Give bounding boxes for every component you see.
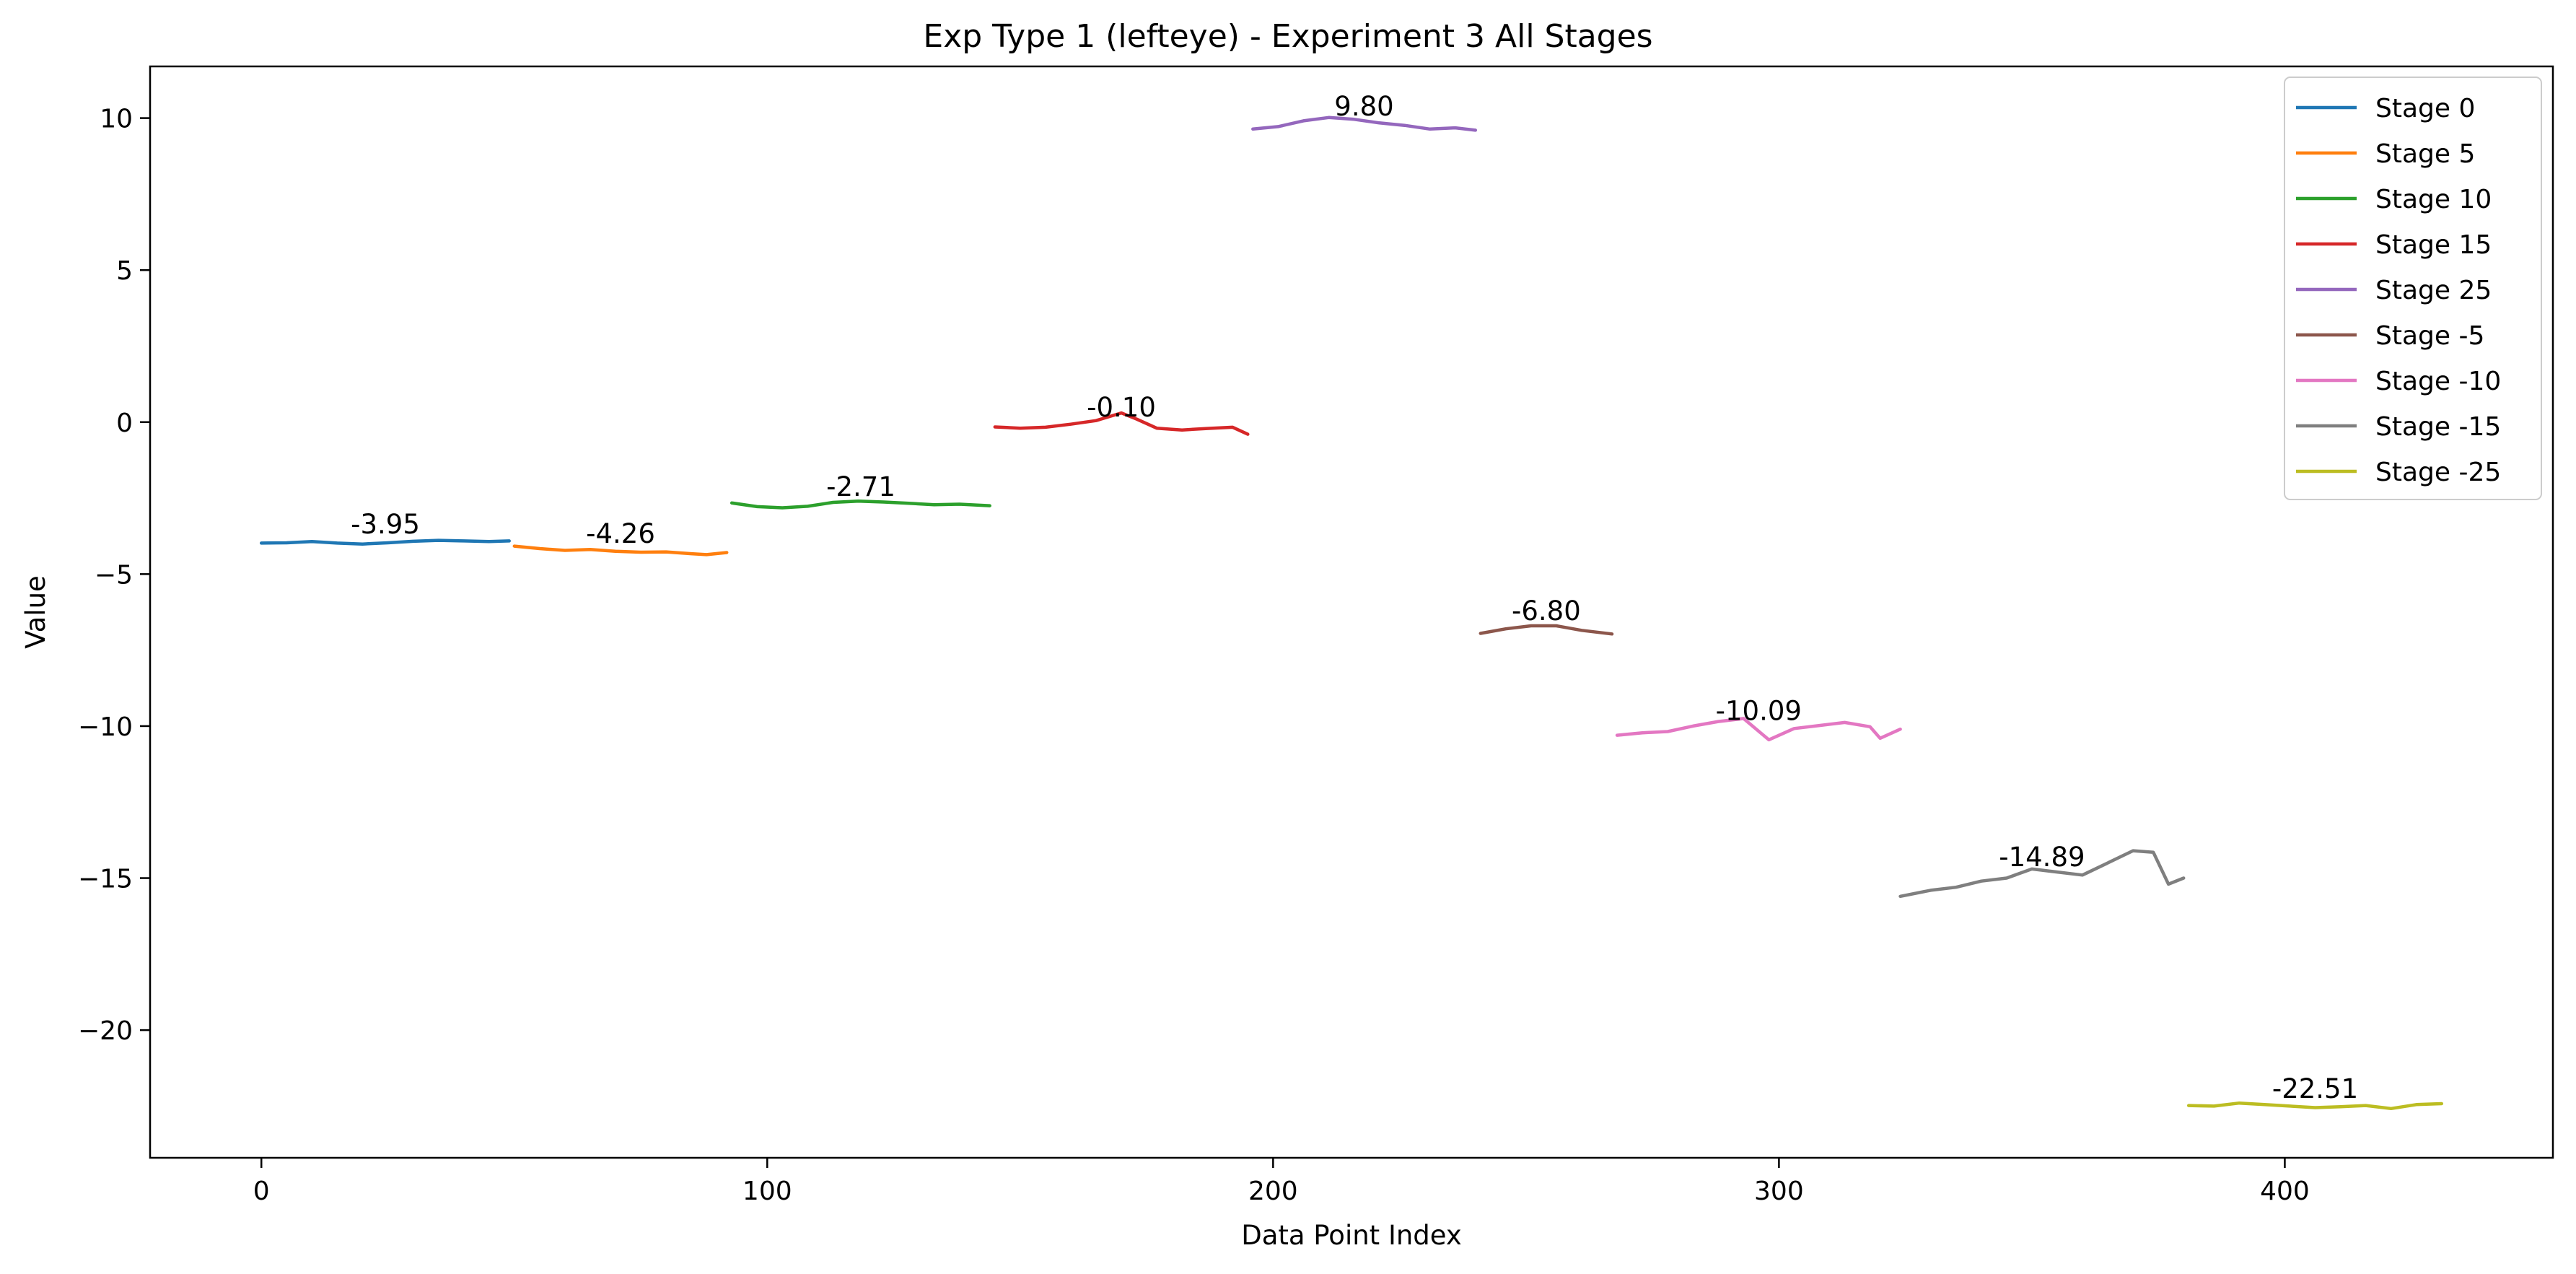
x-tick-label-0: 0: [253, 1177, 270, 1206]
series-line-0: [259, 538, 511, 546]
plot-area: -3.95 -4.26 -2.71 -0.10 9.80 -6.80 -10.09 -14.8…: [259, 91, 2444, 1111]
data-label-7: -14.89: [1999, 842, 2085, 873]
legend-entry-7: Stage -15: [2375, 412, 2501, 442]
y-tick-label-0: 10: [100, 105, 133, 134]
axes-frame: [149, 65, 2554, 1159]
y-tick-label-3: −5: [95, 560, 133, 590]
x-axis-label: Data Point Index: [1241, 1220, 1462, 1251]
series-line-2: [730, 499, 991, 510]
data-label-6: -10.09: [1716, 696, 1802, 727]
series-line-8: [2186, 1101, 2444, 1111]
series-line-6: [1615, 717, 1902, 742]
data-label-0: -3.95: [351, 509, 420, 540]
series-line-7: [1898, 849, 2186, 899]
y-tick-label-2: 0: [116, 409, 133, 438]
y-tick-label-1: 5: [116, 256, 133, 286]
legend-frame: [2284, 77, 2542, 500]
series-line-4: [1251, 115, 1478, 132]
legend-entry-0: Stage 0: [2375, 94, 2475, 123]
legend: Stage 0 Stage 5 Stage 10 Stage 15 Stage 25 St…: [2284, 77, 2542, 500]
data-label-1: -4.26: [586, 518, 655, 549]
legend-entry-3: Stage 15: [2375, 230, 2492, 260]
x-axis-ticks: 0 100 200 300 400: [253, 1158, 2310, 1206]
series-line-5: [1478, 624, 1614, 636]
legend-entry-4: Stage 25: [2375, 276, 2492, 305]
series-line-3: [993, 411, 1250, 436]
y-tick-label-5: −15: [78, 865, 133, 894]
legend-entry-6: Stage -10: [2375, 367, 2501, 396]
legend-entry-8: Stage -25: [2375, 458, 2501, 487]
y-tick-label-4: −10: [78, 712, 133, 742]
x-tick-label-4: 400: [2260, 1177, 2310, 1206]
x-tick-label-1: 100: [742, 1177, 792, 1206]
y-axis-ticks: 10 5 0 −5 −10 −15 −20: [78, 105, 150, 1046]
x-tick-label-2: 200: [1248, 1177, 1298, 1206]
y-tick-label-6: −20: [78, 1016, 133, 1046]
data-label-4: 9.80: [1334, 91, 1393, 122]
series-line-1: [512, 544, 729, 557]
data-label-3: -0.10: [1087, 392, 1156, 423]
legend-entry-5: Stage -5: [2375, 321, 2484, 351]
data-label-8: -22.51: [2272, 1073, 2358, 1104]
x-tick-label-3: 300: [1754, 1177, 1804, 1206]
data-label-5: -6.80: [1512, 595, 1581, 627]
y-axis-label: Value: [20, 575, 51, 649]
data-label-2: -2.71: [826, 471, 895, 502]
legend-entry-1: Stage 5: [2375, 139, 2475, 169]
legend-entry-2: Stage 10: [2375, 185, 2492, 214]
chart-title: Exp Type 1 (lefteye) - Experiment 3 All …: [923, 18, 1652, 55]
